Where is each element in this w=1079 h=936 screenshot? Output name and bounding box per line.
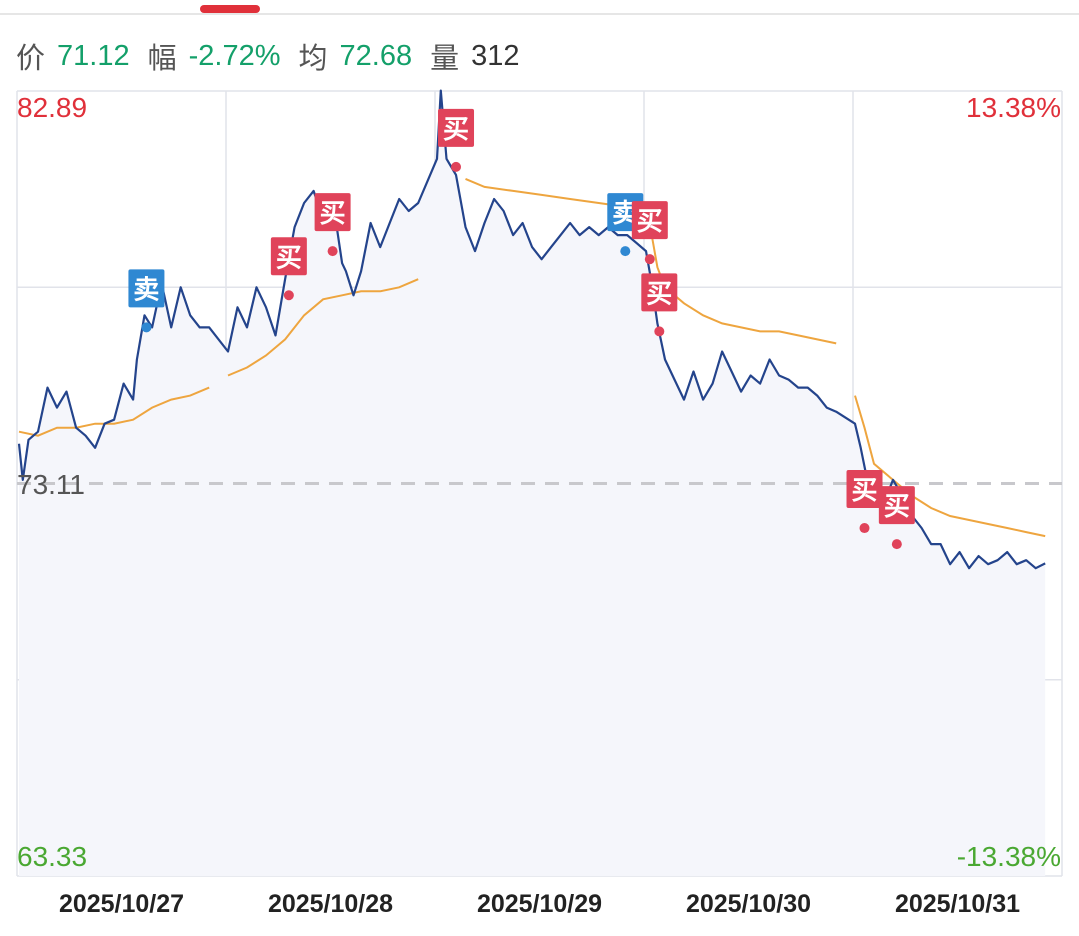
x-axis-date-label: 2025/10/31 <box>895 890 1020 918</box>
buy-marker-dot[interactable] <box>644 254 655 265</box>
sell-marker-dot[interactable] <box>141 322 152 333</box>
buy-marker-label: 买 <box>276 243 302 273</box>
avg-label: 均 <box>298 41 328 75</box>
buy-marker-badge[interactable] <box>878 486 915 525</box>
change-value: -2.72% <box>188 39 281 72</box>
buy-marker-label: 买 <box>443 115 469 145</box>
buy-marker-badge[interactable] <box>314 193 351 232</box>
change-label: 幅 <box>147 41 177 75</box>
buy-marker-dot[interactable] <box>327 246 338 257</box>
buy-marker-dot[interactable] <box>654 326 665 337</box>
x-axis-date-label: 2025/10/27 <box>59 890 184 918</box>
avg-price-line <box>18 386 210 437</box>
buy-marker-dot[interactable] <box>859 523 870 534</box>
buy-marker-label: 买 <box>320 199 346 229</box>
avg-value: 72.68 <box>339 39 413 72</box>
x-axis-date-label: 2025/10/28 <box>268 890 393 918</box>
y-axis-max-label: 82.89 <box>17 92 87 123</box>
buy-marker-label: 买 <box>884 492 910 522</box>
buy-marker-badge[interactable] <box>270 237 307 276</box>
buy-marker-dot[interactable] <box>283 290 294 301</box>
buy-marker-dot[interactable] <box>451 161 462 172</box>
quote-header: 价 71.12 幅 -2.72% 均 72.68 量 312 <box>16 36 538 76</box>
volume-value: 312 <box>471 39 520 72</box>
x-axis-date-label: 2025/10/29 <box>477 890 602 918</box>
sell-marker-dot[interactable] <box>620 246 631 257</box>
buy-marker-label: 买 <box>646 279 672 309</box>
avg-price-line <box>645 210 837 345</box>
sell-marker-label: 卖 <box>133 275 159 305</box>
avg-price-line <box>227 278 419 377</box>
x-axis-date-label: 2025/10/30 <box>686 890 811 918</box>
buy-marker-badge[interactable] <box>641 273 678 312</box>
y-axis-base-label: 73.11 <box>17 469 85 500</box>
sell-marker-badge[interactable] <box>128 269 165 308</box>
top-divider <box>0 13 1079 15</box>
price-label: 价 <box>16 41 46 75</box>
active-tab-indicator[interactable] <box>200 5 260 13</box>
y-axis-min-label: 63.33 <box>17 841 87 872</box>
buy-marker-badge[interactable] <box>846 470 883 509</box>
price-value: 71.12 <box>57 39 130 72</box>
buy-marker-dot[interactable] <box>891 539 902 550</box>
pct-axis-min-label: -13.38% <box>957 841 1061 872</box>
buy-marker-badge[interactable] <box>438 108 475 147</box>
buy-marker-badge[interactable] <box>631 201 668 240</box>
volume-label: 量 <box>430 41 460 75</box>
buy-marker-label: 买 <box>852 476 878 506</box>
pct-axis-max-label: 13.38% <box>966 92 1061 123</box>
buy-marker-label: 买 <box>637 207 663 237</box>
avg-price-line <box>854 395 1046 538</box>
avg-price-line <box>465 177 628 208</box>
